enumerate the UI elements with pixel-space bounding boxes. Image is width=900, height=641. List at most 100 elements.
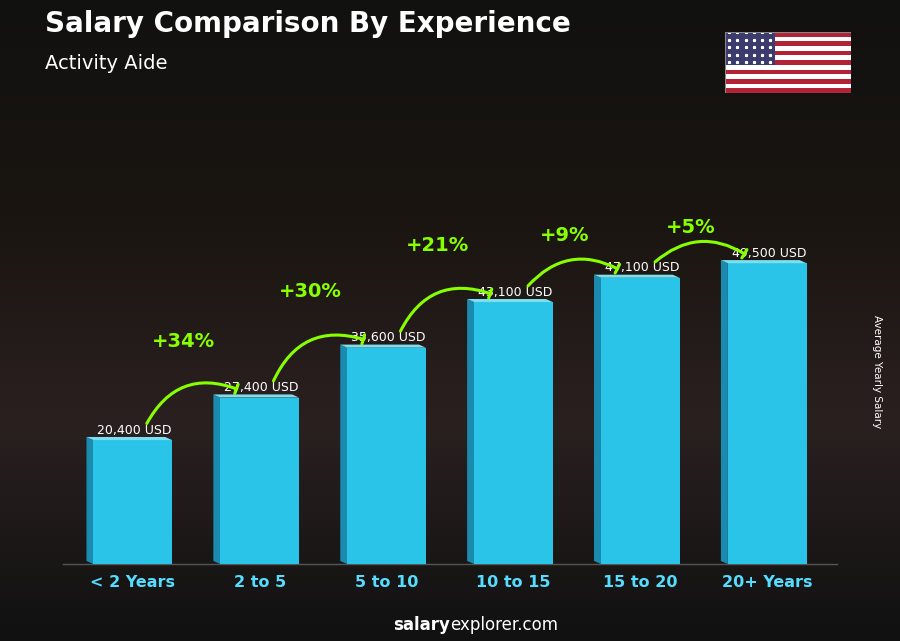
Bar: [724, 32, 775, 65]
Bar: [0, 465, 900, 473]
Bar: [0, 385, 900, 392]
Bar: [0, 40, 900, 48]
Bar: [0, 369, 900, 377]
Bar: [724, 65, 850, 69]
Bar: [724, 83, 850, 88]
Text: +30%: +30%: [279, 282, 342, 301]
Bar: [0, 296, 900, 304]
Bar: [0, 553, 900, 561]
Bar: [0, 96, 900, 104]
Bar: [0, 176, 900, 184]
Bar: [0, 24, 900, 32]
Text: 20,400 USD: 20,400 USD: [97, 424, 172, 437]
Bar: [0, 320, 900, 328]
Bar: [0, 112, 900, 121]
Bar: [0, 80, 900, 88]
Bar: [0, 633, 900, 641]
Bar: [0, 561, 900, 569]
Bar: [0, 441, 900, 449]
Polygon shape: [467, 299, 553, 302]
Bar: [0, 169, 900, 176]
Bar: [728, 263, 806, 564]
Text: Activity Aide: Activity Aide: [45, 54, 167, 74]
Bar: [0, 417, 900, 424]
Bar: [0, 585, 900, 593]
Bar: [0, 481, 900, 488]
Bar: [724, 37, 850, 42]
Text: Salary Comparison By Experience: Salary Comparison By Experience: [45, 10, 571, 38]
Bar: [0, 577, 900, 585]
Bar: [724, 42, 850, 46]
Text: 35,600 USD: 35,600 USD: [351, 331, 426, 344]
Text: 49,500 USD: 49,500 USD: [732, 247, 806, 260]
Bar: [0, 545, 900, 553]
Bar: [0, 8, 900, 16]
Bar: [347, 347, 426, 564]
Bar: [724, 32, 850, 37]
Text: +21%: +21%: [406, 236, 469, 255]
Text: +9%: +9%: [539, 226, 589, 245]
Bar: [724, 46, 850, 51]
Bar: [0, 537, 900, 545]
Bar: [0, 48, 900, 56]
Bar: [0, 0, 900, 8]
Bar: [0, 153, 900, 160]
Bar: [0, 200, 900, 208]
Polygon shape: [721, 260, 728, 564]
Bar: [0, 64, 900, 72]
Bar: [0, 337, 900, 344]
Text: 43,100 USD: 43,100 USD: [478, 286, 553, 299]
Bar: [0, 593, 900, 601]
Bar: [0, 520, 900, 529]
Bar: [0, 409, 900, 417]
Bar: [0, 185, 900, 192]
Bar: [0, 569, 900, 577]
Bar: [0, 488, 900, 497]
Bar: [0, 329, 900, 337]
Bar: [0, 256, 900, 264]
Bar: [0, 281, 900, 288]
Polygon shape: [721, 260, 806, 263]
Bar: [724, 88, 850, 93]
Bar: [0, 360, 900, 369]
Bar: [0, 216, 900, 224]
Bar: [0, 192, 900, 200]
Bar: [474, 302, 553, 564]
Text: salary: salary: [393, 616, 450, 634]
Bar: [0, 609, 900, 617]
Bar: [0, 16, 900, 24]
Bar: [0, 456, 900, 465]
Text: 27,400 USD: 27,400 USD: [224, 381, 299, 394]
Bar: [0, 88, 900, 96]
Bar: [724, 74, 850, 79]
Bar: [0, 433, 900, 441]
Polygon shape: [467, 299, 474, 564]
Bar: [0, 497, 900, 505]
Bar: [0, 136, 900, 144]
Bar: [0, 617, 900, 625]
Text: +34%: +34%: [152, 331, 215, 351]
Bar: [0, 449, 900, 456]
Bar: [0, 353, 900, 360]
Bar: [0, 529, 900, 537]
Text: explorer.com: explorer.com: [450, 616, 558, 634]
Bar: [220, 397, 299, 564]
Polygon shape: [340, 345, 347, 564]
Bar: [0, 473, 900, 481]
Bar: [0, 56, 900, 64]
Bar: [0, 32, 900, 40]
Bar: [0, 513, 900, 520]
Bar: [0, 304, 900, 313]
Bar: [0, 376, 900, 385]
Bar: [0, 72, 900, 80]
Polygon shape: [594, 275, 601, 564]
Polygon shape: [86, 437, 172, 440]
Text: Average Yearly Salary: Average Yearly Salary: [872, 315, 883, 428]
Bar: [0, 288, 900, 296]
Bar: [0, 264, 900, 272]
Bar: [0, 601, 900, 609]
Bar: [724, 60, 850, 65]
Bar: [0, 224, 900, 233]
Bar: [0, 160, 900, 168]
Polygon shape: [594, 275, 680, 278]
